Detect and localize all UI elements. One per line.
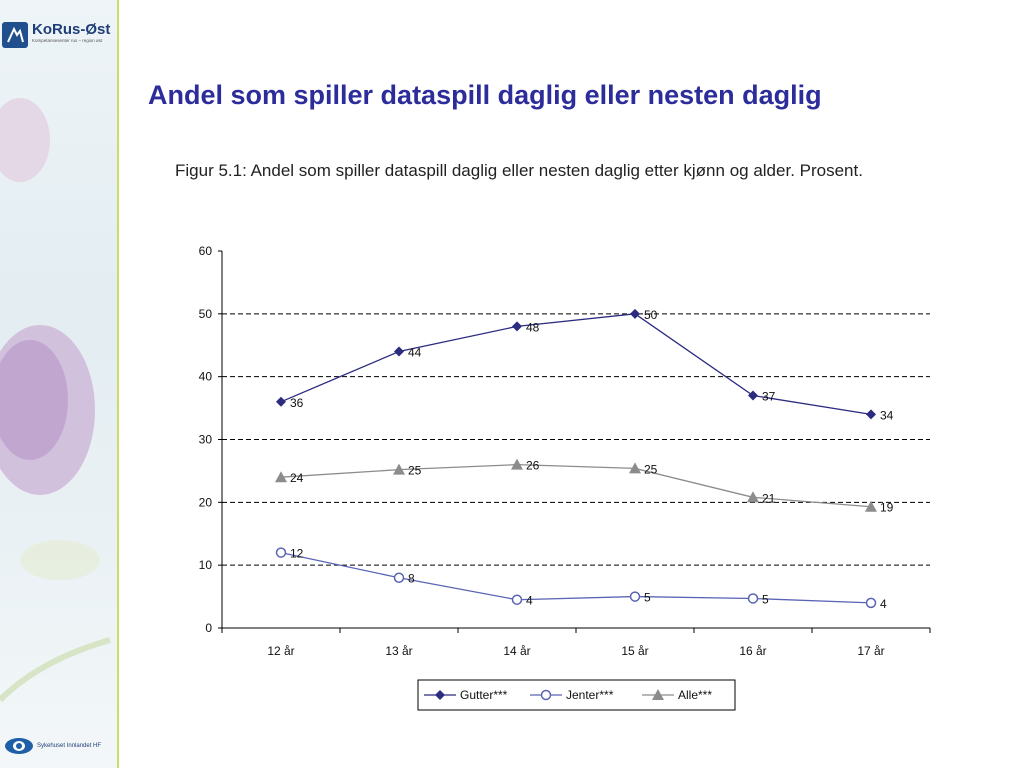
data-point (747, 491, 759, 503)
data-label: 12 (290, 547, 304, 561)
data-label: 44 (408, 346, 422, 360)
data-point (511, 594, 523, 605)
legend-marker (540, 689, 552, 701)
series-line-1 (280, 551, 872, 604)
data-point (630, 308, 640, 319)
sykehuset-logo-icon (5, 738, 33, 754)
y-tick-label: 20 (199, 495, 213, 509)
data-point (394, 346, 404, 357)
data-point (512, 321, 522, 332)
legend-marker (652, 689, 664, 700)
data-label: 25 (408, 464, 422, 478)
data-point (748, 390, 758, 401)
legend-label: Gutter*** (460, 688, 508, 702)
x-tick-label: 14 år (503, 644, 530, 658)
x-tick-label: 13 år (385, 644, 412, 658)
y-tick-label: 60 (199, 244, 213, 258)
data-label: 34 (880, 408, 894, 422)
data-label: 4 (526, 594, 533, 608)
y-tick-label: 30 (199, 433, 213, 447)
figure-caption: Figur 5.1: Andel som spiller dataspill d… (175, 161, 863, 180)
flower-decoration (0, 98, 111, 703)
legend-label: Jenter*** (566, 688, 614, 702)
data-point (629, 462, 641, 474)
korus-logo: KoRus-Øst Kompetansesenter rus – region … (2, 22, 117, 58)
data-label: 25 (644, 462, 658, 476)
x-tick-label: 15 år (621, 644, 648, 658)
korus-logo-icon (2, 22, 28, 48)
data-point (866, 409, 876, 420)
data-point (393, 463, 405, 475)
series-line-0 (280, 313, 872, 416)
x-tick-label: 16 år (739, 644, 766, 658)
y-tick-label: 50 (199, 307, 213, 321)
legend-marker (435, 690, 445, 700)
series-line-2 (280, 463, 872, 508)
data-label: 37 (762, 390, 776, 404)
sykehuset-logo: Sykehuset Innlandet HF (4, 734, 117, 758)
data-point (865, 597, 877, 609)
x-tick-label: 17 år (857, 644, 884, 658)
data-label: 5 (644, 591, 651, 605)
y-tick-label: 10 (199, 558, 213, 572)
data-point (629, 591, 641, 602)
sidebar-divider (117, 0, 119, 768)
legend-box (417, 679, 736, 711)
sykehuset-name: Sykehuset Innlandet HF (37, 743, 102, 749)
data-label: 21 (762, 491, 776, 505)
data-label: 5 (762, 592, 769, 606)
legend-label: Alle*** (678, 688, 712, 702)
y-tick-label: 0 (205, 621, 212, 635)
data-point (276, 396, 286, 407)
y-tick-label: 40 (199, 370, 213, 384)
data-point (747, 593, 759, 604)
data-label: 50 (644, 308, 658, 322)
data-label: 19 (880, 501, 894, 515)
data-label: 4 (880, 597, 887, 611)
data-label: 8 (408, 572, 415, 586)
data-label: 26 (526, 459, 540, 473)
data-point (865, 500, 877, 512)
korus-tagline: Kompetansesenter rus – region øst (32, 38, 103, 43)
data-label: 36 (290, 396, 304, 410)
sidebar-decoration: KoRus-Øst Kompetansesenter rus – region … (0, 0, 117, 768)
data-point (275, 471, 287, 483)
x-tick-label: 12 år (267, 644, 294, 658)
data-point (393, 572, 405, 583)
data-label: 48 (526, 320, 540, 334)
slide-title: Andel som spiller dataspill daglig eller… (148, 80, 822, 110)
data-label: 24 (290, 471, 304, 485)
data-point (275, 547, 287, 558)
data-point (511, 458, 523, 470)
korus-brand: KoRus-Øst (32, 21, 111, 38)
